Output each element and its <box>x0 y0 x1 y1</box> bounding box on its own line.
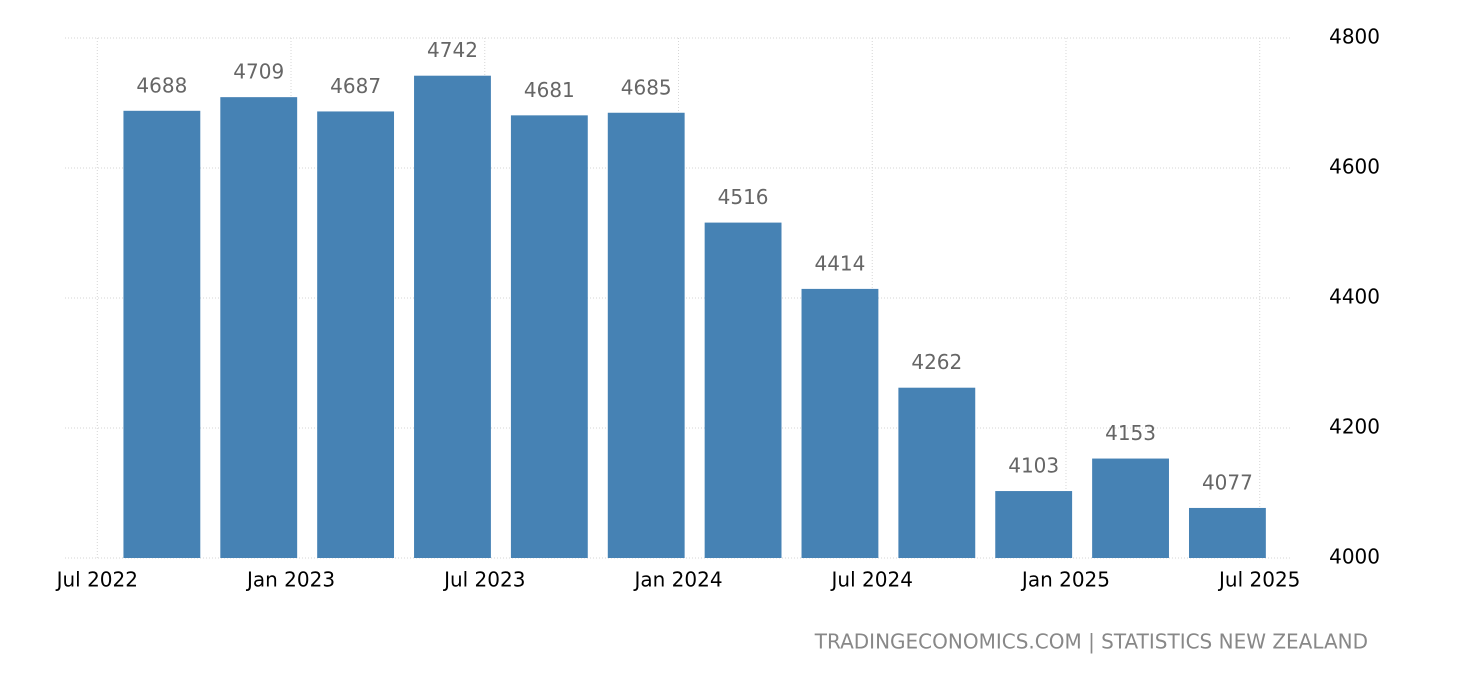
value-label: 4681 <box>524 78 575 102</box>
bar <box>510 115 588 558</box>
value-label: 4516 <box>718 185 769 209</box>
bar <box>220 97 298 559</box>
y-tick-label: 4000 <box>1329 545 1380 569</box>
bar <box>1092 458 1169 558</box>
value-label: 4077 <box>1202 470 1253 494</box>
bar <box>704 222 782 558</box>
y-tick-label: 4800 <box>1329 25 1380 49</box>
x-tick-label: Jan 2023 <box>245 568 335 592</box>
value-label: 4742 <box>427 38 478 62</box>
value-label: 4685 <box>621 75 672 99</box>
y-tick-label: 4400 <box>1329 285 1380 309</box>
value-label: 4262 <box>911 350 962 374</box>
source: TRADINGECONOMICS.COM | STATISTICS NEW ZE… <box>814 630 1368 654</box>
y-tick-label: 4200 <box>1329 415 1380 439</box>
value-label: 4103 <box>1008 454 1059 478</box>
x-tick-label: Jan 2024 <box>632 568 722 592</box>
bar <box>995 491 1073 558</box>
bar <box>607 112 685 558</box>
bar <box>1188 507 1266 558</box>
bar <box>898 387 976 558</box>
y-tick-label: 4600 <box>1329 155 1380 179</box>
value-label: 4687 <box>330 74 381 98</box>
value-label: 4688 <box>136 73 187 97</box>
bar <box>801 288 879 558</box>
x-tick-label: Jul 2023 <box>442 568 525 592</box>
bar <box>317 111 395 558</box>
bar <box>414 75 491 558</box>
value-label: 4414 <box>814 251 865 275</box>
value-label: 4153 <box>1105 421 1156 445</box>
x-tick-label: Jan 2025 <box>1020 568 1110 592</box>
x-tick-label: Jul 2024 <box>830 568 913 592</box>
bar <box>123 110 201 559</box>
x-tick-label: Jul 2022 <box>55 568 138 592</box>
x-tick-label: Jul 2025 <box>1217 568 1300 592</box>
value-label: 4709 <box>233 60 284 84</box>
